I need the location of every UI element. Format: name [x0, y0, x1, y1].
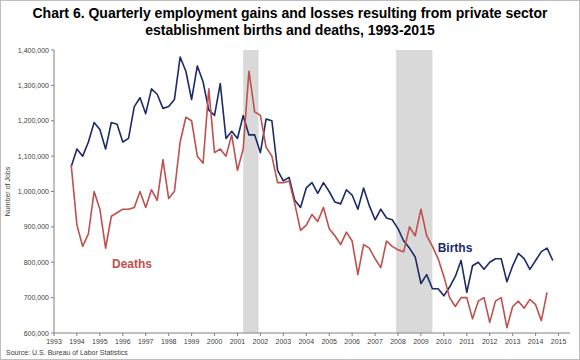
y-tick-label: 1,100,000: [18, 153, 49, 160]
title-line: Chart 6. Quarterly employment gains and …: [32, 5, 548, 21]
x-tick: [237, 333, 238, 336]
x-tick-label: 2000: [207, 338, 223, 345]
x-tick-label: 2009: [413, 338, 429, 345]
x-tick: [420, 333, 421, 336]
chart: Chart 6. Quarterly employment gains and …: [0, 0, 580, 360]
x-tick: [122, 333, 123, 336]
x-tick-label: 2006: [344, 338, 360, 345]
x-tick: [512, 333, 513, 336]
y-tick: [51, 120, 54, 121]
x-tick: [306, 333, 307, 336]
x-tick-label: 1997: [138, 338, 154, 345]
x-tick-label: 1998: [161, 338, 177, 345]
plot-area: [71, 50, 553, 333]
title: Chart 6. Quarterly employment gains and …: [32, 5, 548, 38]
x-tick: [260, 333, 261, 336]
x-tick-label: 2007: [367, 338, 383, 345]
x-tick-label: 2013: [505, 338, 521, 345]
x-tick-label: 2010: [436, 338, 452, 345]
x-tick: [466, 333, 467, 336]
y-tick: [51, 85, 54, 86]
x-tick: [558, 333, 559, 336]
title-line: establishment births and deaths, 1993-20…: [145, 22, 435, 38]
y-tick-label: 1,400,000: [18, 47, 49, 54]
x-tick: [535, 333, 536, 336]
frame: [1, 1, 580, 360]
x-tick: [145, 333, 146, 336]
x-tick-label: 2004: [298, 338, 314, 345]
shaded-range: [396, 50, 432, 333]
x-tick-label: 2005: [321, 338, 337, 345]
x-tick: [283, 333, 284, 336]
y-tick: [51, 191, 54, 192]
x-tick-label: 2008: [390, 338, 406, 345]
x-axis: [54, 333, 570, 334]
x-tick: [54, 333, 55, 336]
y-tick: [51, 262, 54, 263]
x-tick-label: 2003: [276, 338, 292, 345]
x-tick-label: 2014: [528, 338, 544, 345]
chart-container: Chart 6. Quarterly employment gains and …: [0, 0, 580, 360]
y-tick: [51, 226, 54, 227]
y-tick-label: 1,200,000: [18, 117, 49, 124]
x-tick: [398, 333, 399, 336]
y-tick-label: 1,300,000: [18, 82, 49, 89]
x-tick-label: 2001: [230, 338, 246, 345]
shaded-range: [243, 50, 258, 333]
series-line: [71, 57, 553, 296]
y-tick-label: 600,000: [24, 330, 49, 337]
x-tick-label: 2015: [551, 338, 567, 345]
y-tick-label: 1,000,000: [18, 188, 49, 195]
x-tick-label: 2012: [482, 338, 498, 345]
y-tick: [51, 156, 54, 157]
x-tick: [443, 333, 444, 336]
x-tick: [329, 333, 330, 336]
source: Source: U.S. Bureau of Labor Statistics: [6, 349, 128, 356]
x-tick-label: 1995: [92, 338, 108, 345]
y-tick: [51, 50, 54, 51]
x-tick: [352, 333, 353, 336]
x-tick-label: 1994: [69, 338, 85, 345]
y-tick: [51, 297, 54, 298]
x-tick-label: 2002: [253, 338, 269, 345]
x-tick: [168, 333, 169, 336]
x-tick-label: 1996: [115, 338, 131, 345]
y-tick-label: 800,000: [24, 259, 49, 266]
x-tick-label: 1993: [46, 338, 62, 345]
x-tick: [214, 333, 215, 336]
x-tick: [191, 333, 192, 336]
x-tick: [99, 333, 100, 336]
x-tick: [76, 333, 77, 336]
x-tick: [489, 333, 490, 336]
y-tick-label: 700,000: [24, 294, 49, 301]
x-tick-label: 2011: [459, 338, 474, 345]
x-tick: [375, 333, 376, 336]
y-axis-label: Number of Jobs: [4, 166, 11, 216]
y-tick-label: 900,000: [24, 223, 49, 230]
series-label: Deaths: [112, 257, 152, 271]
series-line: [71, 71, 547, 327]
series-label: Births: [438, 241, 473, 255]
x-tick-label: 1999: [184, 338, 200, 345]
